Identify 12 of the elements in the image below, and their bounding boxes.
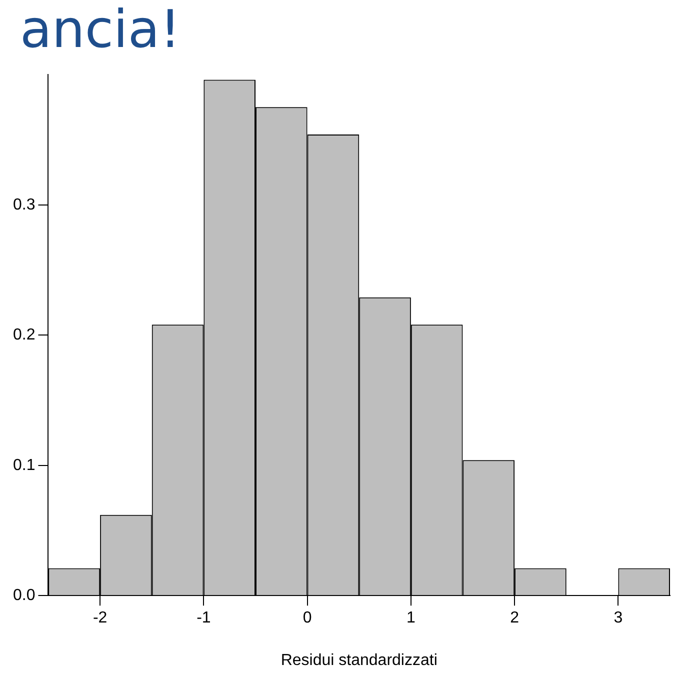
y-tick-label: 0.0	[12, 587, 36, 604]
x-tick-label: 0	[302, 610, 312, 627]
y-tick-label: 0.3	[12, 196, 36, 214]
x-tick-label: 2	[510, 610, 520, 627]
y-tick-label: 0.1	[12, 456, 36, 474]
x-tick-label: -2	[92, 610, 108, 627]
x-tick-label: 3	[614, 610, 623, 627]
x-axis-title: Residui standardizzati	[280, 652, 438, 669]
x-tick-label: 1	[406, 610, 416, 627]
x-tick-label: -1	[196, 610, 211, 627]
y-tick-label: 0.2	[12, 326, 36, 344]
chart-title: ancia!	[20, 0, 181, 60]
